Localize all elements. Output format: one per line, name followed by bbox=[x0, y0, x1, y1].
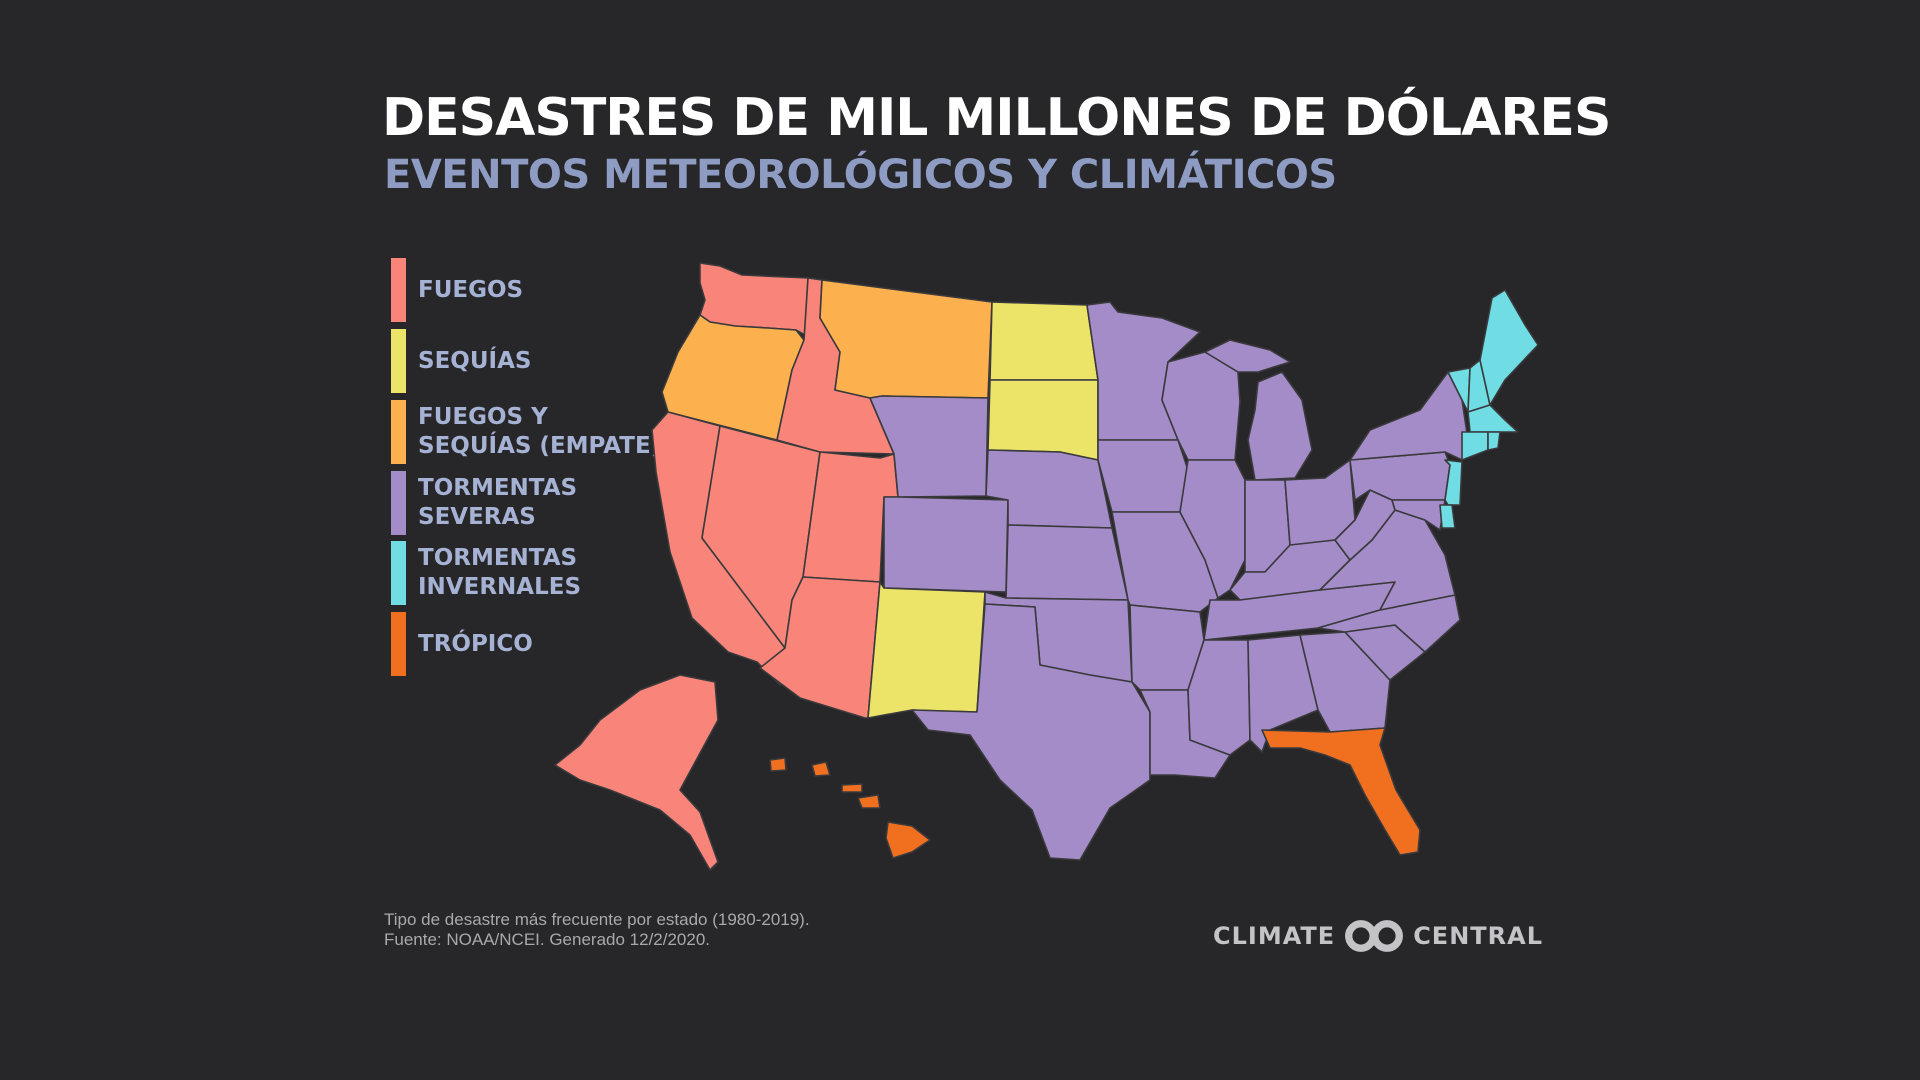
legend-label: FUEGOS Y SEQUÍAS (EMPATE) bbox=[418, 404, 662, 459]
state-hi-kauai[interactable] bbox=[769, 757, 787, 772]
legend: FUEGOS SEQUÍAS FUEGOS Y SEQUÍAS (EMPATE)… bbox=[391, 258, 671, 678]
logo-text-left: CLIMATE bbox=[1213, 922, 1336, 950]
state-ak[interactable] bbox=[554, 674, 719, 871]
state-ct[interactable] bbox=[1461, 431, 1489, 461]
state-hi-maui[interactable] bbox=[857, 794, 881, 809]
infinity-icon bbox=[1345, 920, 1404, 952]
page-title: DESASTRES DE MIL MILLONES DE DÓLARES bbox=[382, 88, 1611, 148]
legend-swatch bbox=[391, 541, 406, 605]
legend-label: TRÓPICO bbox=[418, 630, 533, 657]
legend-swatch bbox=[391, 400, 406, 464]
legend-label: TORMENTAS SEVERAS bbox=[418, 475, 578, 530]
footnote-line-1: Tipo de desastre más frecuente por estad… bbox=[384, 910, 810, 929]
state-ia[interactable] bbox=[1097, 439, 1189, 513]
state-hi-big[interactable] bbox=[885, 821, 931, 859]
us-map bbox=[554, 262, 1539, 871]
page-subtitle: EVENTOS METEOROLÓGICOS Y CLIMÁTICOS bbox=[384, 152, 1337, 198]
legend-label: SEQUÍAS bbox=[418, 347, 532, 374]
state-ks[interactable] bbox=[1005, 524, 1129, 601]
logo-text-right: CENTRAL bbox=[1413, 922, 1543, 950]
state-co[interactable] bbox=[883, 496, 1009, 593]
state-mt[interactable] bbox=[819, 279, 993, 399]
footnote: Tipo de desastre más frecuente por estad… bbox=[384, 910, 810, 950]
state-mi-up[interactable] bbox=[1204, 339, 1291, 373]
state-md[interactable] bbox=[1391, 499, 1446, 531]
state-de[interactable] bbox=[1439, 504, 1456, 529]
legend-label: TORMENTAS INVERNALES bbox=[418, 545, 582, 600]
footnote-line-2: Fuente: NOAA/NCEI. Generado 12/2/2020. bbox=[384, 930, 711, 949]
climate-central-logo: CLIMATE CENTRAL bbox=[1213, 916, 1543, 956]
state-me[interactable] bbox=[1479, 289, 1539, 406]
legend-swatch bbox=[391, 471, 406, 535]
state-mi[interactable] bbox=[1247, 371, 1313, 481]
state-nm[interactable] bbox=[867, 581, 986, 719]
state-tx[interactable] bbox=[911, 603, 1151, 861]
legend-swatch bbox=[391, 612, 406, 676]
state-hi-oahu[interactable] bbox=[811, 761, 831, 777]
state-ri[interactable] bbox=[1487, 431, 1501, 451]
state-hi-molokai[interactable] bbox=[841, 783, 863, 793]
legend-label: FUEGOS bbox=[418, 276, 524, 303]
state-ma[interactable] bbox=[1467, 404, 1519, 433]
legend-swatch bbox=[391, 258, 406, 322]
state-ny[interactable] bbox=[1349, 371, 1469, 461]
state-nd[interactable] bbox=[989, 301, 1099, 381]
state-fl[interactable] bbox=[1261, 727, 1421, 856]
legend-swatch bbox=[391, 329, 406, 393]
state-sd[interactable] bbox=[987, 379, 1099, 461]
